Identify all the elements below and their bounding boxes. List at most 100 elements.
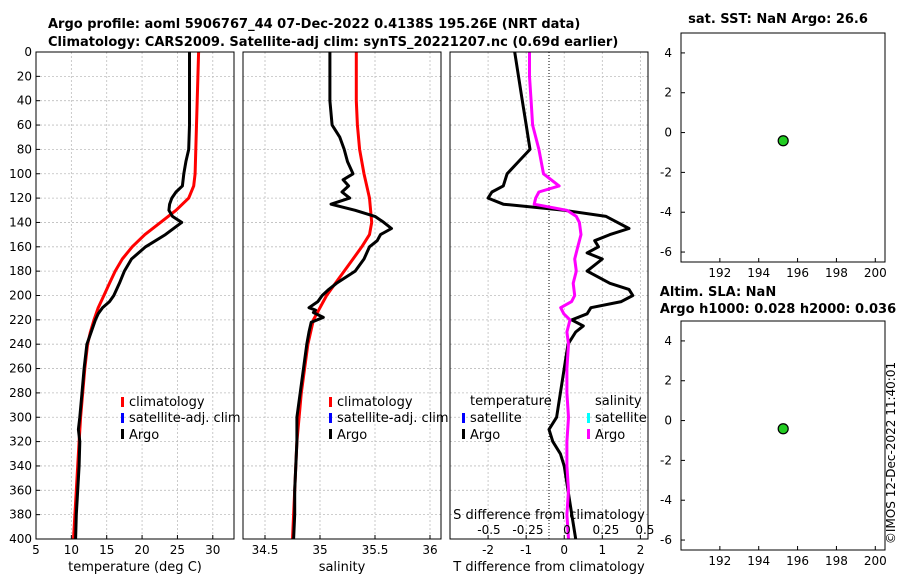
legend-t-satellite-swatch — [462, 413, 465, 423]
depth-tick-label: 240 — [9, 337, 32, 351]
depth-tick-label: 360 — [9, 483, 32, 497]
figure-title-line1: Argo profile: aoml 5906767_44 07-Dec-202… — [48, 17, 580, 32]
top-x-tick-label: -0.5 — [477, 523, 500, 537]
x-tick-label: 34.5 — [252, 543, 279, 557]
salinity-panel: 34.5 35 35.5 36 salinity climatology satell… — [242, 51, 449, 575]
x-tick-label: 194 — [747, 554, 770, 568]
imos-watermark: ©IMOS 12-Dec-2022 11:40:01 — [884, 362, 898, 544]
legend-argo-label: Argo — [129, 428, 159, 443]
legend-t-argo-swatch — [462, 429, 465, 439]
sla-subtitle: Argo h1000: 0.028 h2000: 0.036 — [660, 302, 896, 317]
depth-tick-label: 380 — [9, 508, 32, 522]
legend-s-argo-label: Argo — [595, 428, 625, 443]
y-tick-label: 0 — [664, 126, 672, 140]
depth-tick-label: 400 — [9, 532, 32, 546]
salinity-xlabel: salinity — [319, 560, 366, 575]
depth-tick-label: 20 — [17, 69, 32, 83]
x-tick-label: 5 — [32, 543, 40, 557]
depth-tick-label: 220 — [9, 313, 32, 327]
legend-argo-label: Argo — [337, 428, 367, 443]
x-tick-label: 200 — [864, 554, 887, 568]
x-tick-label: 196 — [786, 266, 809, 280]
legend-satellite-swatch — [329, 413, 332, 423]
y-tick-label: -2 — [660, 165, 672, 179]
legend-t-argo-label: Argo — [470, 428, 500, 443]
difference-axes-frame — [449, 51, 649, 540]
legend-salinity-header: salinity — [595, 394, 642, 409]
temperature-panel: 0 20 40 60 80 100 120 140 160 180 200 220 240 260 280 3… — [9, 45, 241, 575]
sst-axes-frame — [680, 32, 886, 263]
x-tick-label: 2 — [637, 543, 645, 557]
legend-climatology-swatch — [121, 397, 124, 407]
x-tick-label: 25 — [170, 543, 185, 557]
y-tick-label: 2 — [664, 86, 672, 100]
depth-tick-label: 200 — [9, 289, 32, 303]
y-tick-label: -2 — [660, 453, 672, 467]
x-tick-label: 30 — [205, 543, 220, 557]
sla-title: Altim. SLA: NaN — [660, 285, 776, 300]
y-tick-label: 0 — [664, 414, 672, 428]
y-tick-label: -4 — [660, 205, 672, 219]
y-tick-label: -6 — [660, 245, 672, 259]
s-difference-line — [528, 52, 583, 540]
depth-tick-label: 120 — [9, 191, 32, 205]
legend-satellite-swatch — [121, 413, 124, 423]
y-tick-label: 4 — [664, 334, 672, 348]
y-tick-label: -4 — [660, 493, 672, 507]
sst-panel: sat. SST: NaN Argo: 26.6 4 2 0 -2 -4 -6 192 19… — [660, 12, 887, 280]
x-tick-label: 36 — [422, 543, 437, 557]
legend-s-satellite-label: satellite — [595, 411, 647, 426]
legend-satellite-label: satellite-adj. clim — [337, 411, 449, 426]
x-tick-label: 196 — [786, 554, 809, 568]
y-tick-label: -6 — [660, 533, 672, 547]
difference-top-xlabel: S difference from climatology — [453, 508, 645, 523]
x-tick-label: 200 — [864, 266, 887, 280]
argo-position-point — [777, 423, 789, 435]
x-tick-label: 198 — [825, 554, 848, 568]
top-x-tick-label: 0.25 — [593, 523, 620, 537]
depth-tick-label: 180 — [9, 264, 32, 278]
legend-climatology-label: climatology — [337, 395, 413, 410]
sst-title: sat. SST: NaN Argo: 26.6 — [688, 12, 868, 27]
x-tick-label: -2 — [482, 543, 494, 557]
legend-s-argo-swatch — [587, 429, 590, 439]
x-tick-label: 35.5 — [362, 543, 389, 557]
legend-argo-swatch — [329, 429, 332, 439]
depth-tick-label: 320 — [9, 435, 32, 449]
x-tick-label: 198 — [825, 266, 848, 280]
x-tick-label: 20 — [134, 543, 149, 557]
t-difference-line — [486, 51, 635, 540]
top-x-tick-label: 0.5 — [635, 523, 654, 537]
depth-tick-label: 160 — [9, 240, 32, 254]
y-tick-label: 4 — [664, 46, 672, 60]
legend-argo-swatch — [121, 429, 124, 439]
x-tick-label: 1 — [598, 543, 606, 557]
x-tick-label: 194 — [747, 266, 770, 280]
legend-s-satellite-swatch — [587, 413, 590, 423]
temperature-legend: climatology satellite-adj. clim Argo — [121, 395, 241, 443]
x-tick-label: -1 — [520, 543, 532, 557]
depth-tick-label: 0 — [24, 45, 32, 59]
difference-legend: temperature satellite Argo salinity sate… — [462, 394, 647, 443]
top-x-tick-label: -0.25 — [512, 523, 543, 537]
x-tick-label: 192 — [708, 266, 731, 280]
argo-line — [74, 52, 191, 540]
legend-satellite-label: satellite-adj. clim — [129, 411, 241, 426]
legend-climatology-label: climatology — [129, 395, 205, 410]
depth-tick-label: 340 — [9, 459, 32, 473]
depth-tick-label: 140 — [9, 215, 32, 229]
temperature-xlabel: temperature (deg C) — [68, 560, 202, 575]
difference-xlabel: T difference from climatology — [452, 560, 645, 575]
salinity-legend: climatology satellite-adj. clim Argo — [329, 395, 449, 443]
depth-tick-label: 40 — [17, 94, 32, 108]
salinity-axes-frame — [242, 51, 442, 540]
argo-position-point — [777, 135, 789, 147]
top-x-tick-label: 0 — [563, 523, 571, 537]
x-tick-label: 35 — [312, 543, 327, 557]
legend-temperature-header: temperature — [470, 394, 552, 409]
depth-tick-label: 100 — [9, 167, 32, 181]
depth-tick-label: 60 — [17, 118, 32, 132]
x-tick-label: 15 — [99, 543, 114, 557]
sla-panel: Altim. SLA: NaN Argo h1000: 0.028 h2000:… — [660, 285, 896, 568]
